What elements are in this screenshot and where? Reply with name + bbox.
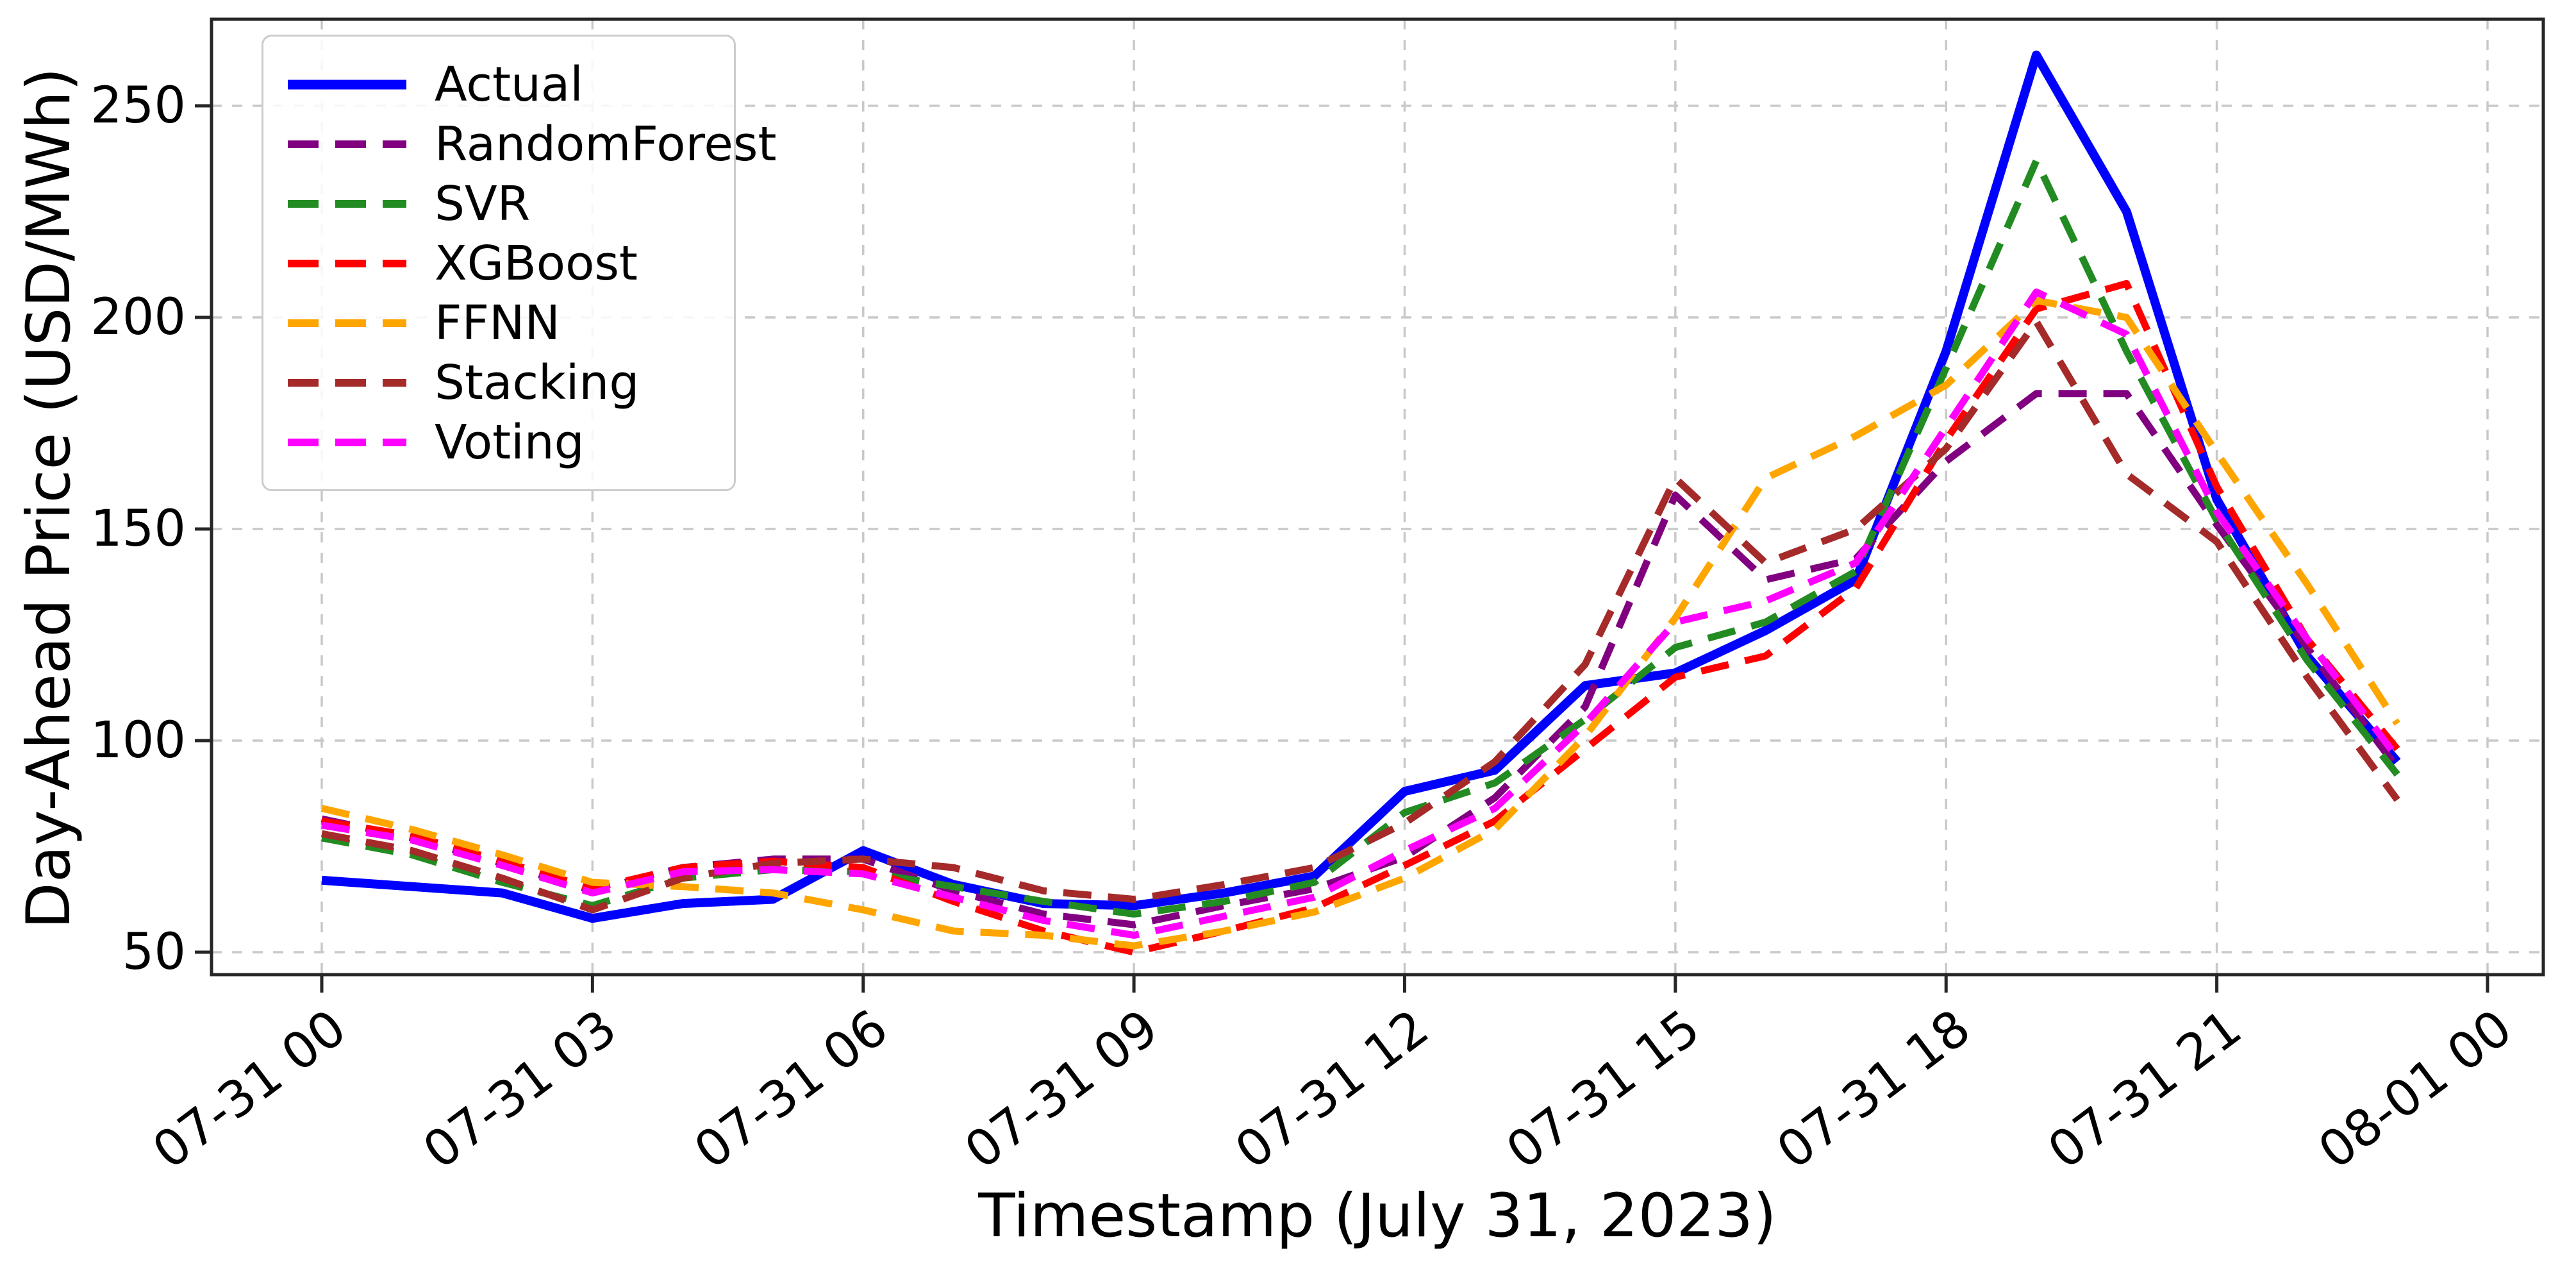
legend-label-randomforest: RandomForest	[435, 116, 777, 172]
legend-label-ffnn: FFNN	[435, 295, 560, 351]
legend-label-voting: Voting	[435, 414, 585, 470]
y-tick-label-50: 50	[122, 923, 186, 981]
legend-swatch-xgboost	[288, 259, 406, 267]
y-tick-label-250: 250	[90, 77, 186, 135]
legend-item-ffnn: FFNN	[263, 293, 734, 353]
legend-swatch-svr	[288, 199, 406, 208]
legend-label-stacking: Stacking	[435, 355, 640, 410]
legend-item-stacking: Stacking	[263, 353, 734, 412]
legend-swatch-ffnn	[288, 319, 406, 327]
legend-item-svr: SVR	[263, 174, 734, 233]
y-tick-label-150: 150	[90, 500, 186, 558]
series-line-svr	[320, 157, 2400, 918]
legend-label-xgboost: XGBoost	[435, 235, 638, 291]
legend-item-randomforest: RandomForest	[263, 114, 776, 174]
plot-border	[210, 17, 2545, 977]
series-line-actual	[321, 50, 2401, 923]
legend-item-voting: Voting	[263, 412, 734, 472]
legend-swatch-actual	[288, 80, 406, 89]
legend-swatch-stacking	[288, 378, 406, 387]
legend: Actual RandomForest SVR XGBoost FFNN Stacking…	[262, 35, 776, 491]
series-line-ffnn	[320, 297, 2400, 950]
y-tick-label-200: 200	[90, 289, 186, 346]
series-line-stacking	[320, 318, 2400, 914]
legend-label-actual: Actual	[435, 56, 583, 112]
legend-item-actual: Actual	[263, 55, 734, 114]
legend-swatch-randomforest	[288, 140, 406, 148]
y-tick-label-100: 100	[90, 712, 186, 769]
y-axis-title: Day-Ahead Price (USD/MWh)	[14, 67, 84, 929]
legend-label-svr: SVR	[435, 176, 531, 231]
legend-swatch-voting	[288, 438, 406, 446]
legend-item-xgboost: XGBoost	[263, 233, 734, 293]
x-axis-title: Timestamp (July 31, 2023)	[978, 1181, 1777, 1251]
